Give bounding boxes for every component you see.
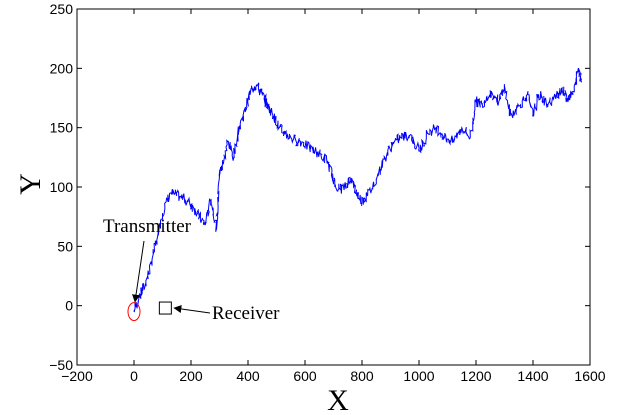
annotations: Transmitter Receiver [103, 216, 280, 324]
x-axis-label: X [327, 384, 349, 415]
x-tick-label: 0 [130, 368, 138, 384]
x-tick-label: 400 [236, 368, 260, 384]
y-tick-label: 100 [50, 179, 74, 195]
x-tick-label: 600 [293, 368, 317, 384]
axes-frame [76, 8, 591, 366]
y-tick-label: 50 [57, 238, 73, 254]
y-tick-label: 150 [50, 120, 74, 136]
x-tick-label: 1000 [403, 368, 434, 384]
y-axis-label: Y [14, 173, 47, 195]
x-tick-label: 1600 [574, 368, 605, 384]
y-tick-label: 200 [50, 60, 74, 76]
x-tick-label: 1200 [460, 368, 491, 384]
transmitter-arrow [132, 240, 145, 303]
transmitter-label: Transmitter [103, 216, 192, 237]
x-tick-label: 800 [350, 368, 374, 384]
y-tick-label: −50 [49, 357, 73, 373]
y-tick-label: 0 [65, 298, 73, 314]
series-line-0 [133, 67, 583, 313]
y-tick-label: 250 [50, 1, 74, 17]
receiver-label: Receiver [212, 303, 280, 324]
x-tick-label: 1400 [517, 368, 548, 384]
axis-ticks: −200 0 200 400 600 800 1000 1200 1400 1600 −50 0 50 1… [49, 1, 606, 384]
x-tick-label: −200 [61, 368, 93, 384]
receiver-arrow [173, 305, 211, 314]
receiver-marker [158, 301, 172, 315]
x-tick-label: 200 [179, 368, 203, 384]
plot-area [76, 8, 591, 366]
transmitter-marker [127, 302, 141, 322]
